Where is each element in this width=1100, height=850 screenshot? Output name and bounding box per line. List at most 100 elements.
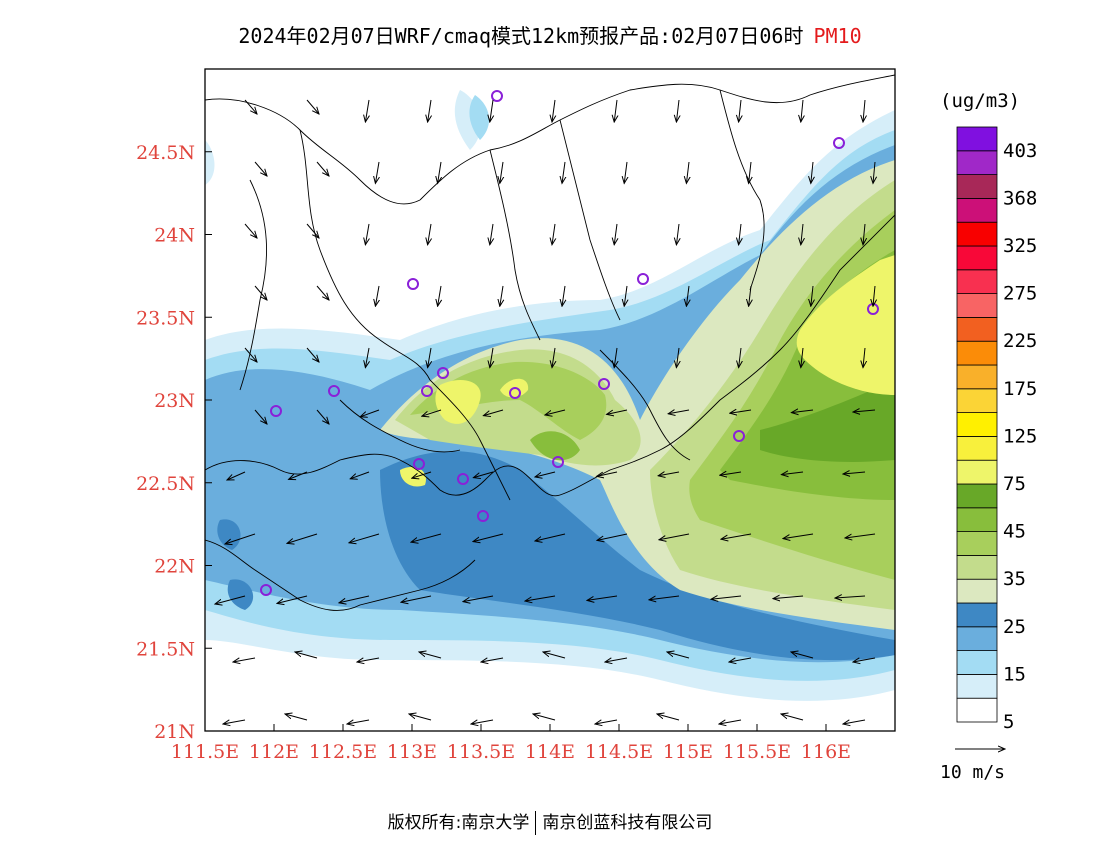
wind-arrow bbox=[365, 347, 369, 368]
wind-arrow bbox=[411, 533, 442, 542]
legend-label: 125 bbox=[1003, 425, 1037, 447]
wind-scale-label: 10 m/s bbox=[940, 762, 1006, 783]
pm10-band-25e bbox=[217, 519, 241, 550]
wind-arrow bbox=[801, 223, 803, 245]
lon-label: 115.5E bbox=[723, 741, 791, 763]
wind-arrow bbox=[595, 720, 618, 724]
legend-swatch bbox=[956, 531, 998, 556]
legend-swatch bbox=[956, 245, 998, 271]
wind-arrow bbox=[605, 658, 628, 662]
wind-arrow bbox=[428, 223, 431, 245]
wind-arrow bbox=[686, 161, 689, 183]
border-h bbox=[339, 399, 461, 453]
longitude-axis: 111.5E 112E 112.5E 113E 113.5E 114E 114.5E 115E… bbox=[171, 724, 851, 763]
wind-arrow bbox=[277, 595, 308, 603]
wind-arrow bbox=[614, 223, 617, 245]
wind-arrow bbox=[471, 720, 494, 724]
wind-arrow bbox=[357, 658, 380, 662]
pm10-band-70 bbox=[760, 380, 895, 462]
wind-arrow bbox=[562, 285, 565, 306]
wind-arrow bbox=[225, 533, 256, 544]
station-marker bbox=[509, 387, 521, 399]
wind-arrow bbox=[711, 596, 742, 599]
wind-arrow bbox=[562, 161, 565, 183]
legend-label: 75 bbox=[1003, 473, 1026, 495]
lon-label: 113.5E bbox=[447, 741, 515, 763]
legend-label: 275 bbox=[1003, 283, 1037, 305]
station-marker bbox=[637, 273, 649, 285]
wind-arrow bbox=[535, 533, 566, 541]
wind-arrow bbox=[227, 471, 246, 480]
legend-label: 368 bbox=[1003, 187, 1037, 209]
legend-swatch bbox=[956, 174, 998, 199]
wind-arrow bbox=[739, 223, 741, 245]
lat-label: 21.5N bbox=[136, 638, 195, 660]
wind-arrow bbox=[552, 99, 555, 122]
legend-swatch bbox=[956, 483, 998, 509]
wind-arrow bbox=[873, 161, 875, 183]
border-e bbox=[719, 89, 765, 291]
wind-arrow bbox=[350, 471, 370, 479]
wind-arrow bbox=[254, 161, 267, 176]
legend-swatch bbox=[956, 578, 998, 604]
wind-arrow bbox=[552, 223, 555, 245]
legend-swatch bbox=[956, 507, 998, 532]
lon-label: 112E bbox=[249, 741, 299, 763]
wind-arrow bbox=[739, 99, 741, 122]
wind-arrow bbox=[649, 595, 680, 600]
station-marker bbox=[477, 510, 489, 522]
wind-arrow bbox=[801, 99, 803, 122]
wind-arrow bbox=[729, 658, 752, 662]
wind-arrow bbox=[676, 99, 679, 122]
legend-swatch bbox=[956, 650, 998, 675]
lat-label: 23N bbox=[154, 390, 195, 412]
wind-arrow bbox=[409, 714, 432, 721]
station-marker bbox=[437, 367, 449, 379]
lon-label: 114E bbox=[525, 741, 575, 763]
wind-arrow bbox=[843, 472, 866, 474]
wind-arrow bbox=[375, 161, 379, 183]
legend-swatch bbox=[956, 221, 998, 247]
station-marker bbox=[270, 405, 282, 417]
wind-arrow bbox=[667, 652, 690, 659]
wind-arrow bbox=[863, 347, 865, 368]
footer-right: 南京创蓝科技有限公司 bbox=[542, 813, 713, 833]
wind-arrow bbox=[853, 410, 876, 412]
station-marker bbox=[457, 473, 469, 485]
copyright-footer: 版权所有:南京大学 南京创蓝科技有限公司 bbox=[0, 808, 1100, 835]
legend-swatch bbox=[956, 697, 998, 723]
wind-arrow bbox=[719, 720, 742, 724]
wind-arrow bbox=[490, 99, 493, 122]
legend-swatch bbox=[956, 150, 998, 176]
wind-arrow bbox=[533, 714, 556, 721]
station-marker bbox=[491, 90, 503, 102]
legend-swatch bbox=[956, 126, 998, 152]
wind-arrow bbox=[438, 285, 441, 306]
wind-arrow bbox=[525, 595, 556, 601]
lon-label: 112.5E bbox=[309, 741, 377, 763]
station-marker bbox=[413, 458, 425, 470]
wind-arrow bbox=[481, 658, 504, 662]
wind-arrow bbox=[730, 410, 752, 413]
legend-swatch bbox=[956, 555, 998, 580]
wind-arrow bbox=[287, 533, 318, 543]
wind-arrow bbox=[791, 410, 814, 413]
wind-arrow bbox=[614, 347, 617, 368]
footer-separator bbox=[535, 811, 537, 835]
title-text: 2024年02月07日WRF/cmaq模式12km预报产品:02月07日06时 bbox=[238, 24, 804, 48]
wind-arrow bbox=[500, 285, 503, 306]
wind-arrow bbox=[233, 658, 256, 662]
legend-swatch bbox=[956, 269, 998, 294]
wind-arrow bbox=[721, 533, 752, 539]
wind-arrow bbox=[597, 471, 618, 476]
wind-arrow bbox=[244, 347, 257, 362]
wind-arrow bbox=[349, 533, 380, 543]
wind-arrow bbox=[597, 533, 628, 540]
wind-arrow bbox=[289, 471, 308, 479]
lat-label: 23.5N bbox=[136, 307, 195, 329]
lat-label: 22N bbox=[154, 556, 195, 578]
wind-arrow bbox=[428, 99, 431, 122]
latitude-axis: 24.5N 24N 23.5N 23N 22.5N 22N 21.5N 21N bbox=[136, 142, 212, 743]
wind-arrow bbox=[773, 596, 804, 599]
wind-arrow bbox=[375, 285, 379, 306]
